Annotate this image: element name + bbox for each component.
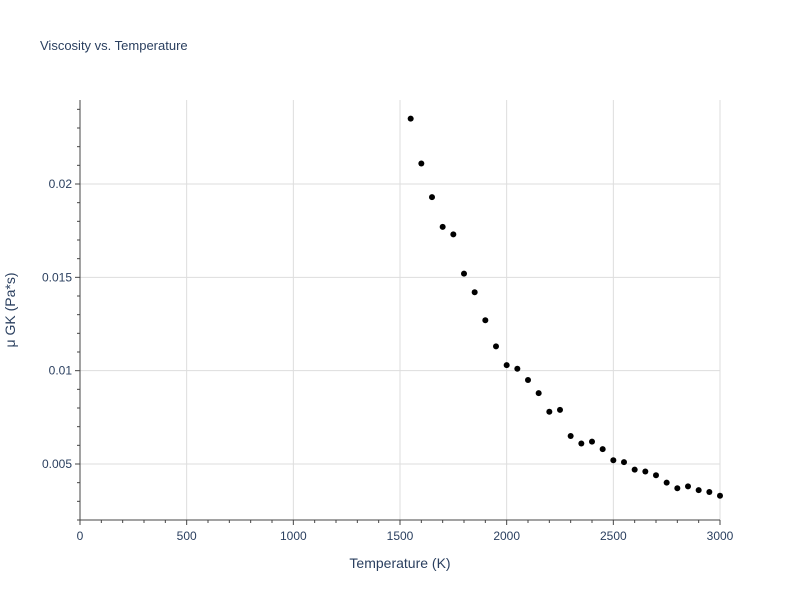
data-point [439, 223, 446, 230]
data-point [589, 438, 595, 445]
y-tick-label: 0.015 [42, 270, 72, 284]
data-point [557, 406, 563, 413]
x-tick-label: 1500 [387, 529, 414, 543]
data-point [685, 483, 691, 490]
x-tick-label: 3000 [707, 529, 734, 543]
data-point [695, 487, 702, 494]
chart-title: Viscosity vs. Temperature [40, 38, 188, 53]
data-point [610, 457, 617, 464]
y-tick-label: 0.005 [42, 457, 72, 471]
data-point [461, 270, 467, 277]
data-point [653, 472, 659, 479]
x-tick-label: 500 [177, 529, 197, 543]
axes: 0 500 1000 1500 2000 2500 3000 0.005 0.01 0.015 0.… [42, 100, 734, 543]
data-point [525, 377, 531, 383]
data-point [663, 479, 670, 486]
data-point [546, 408, 553, 415]
grid [80, 100, 721, 520]
data-point [567, 433, 574, 439]
data-point [535, 390, 542, 397]
data-point [493, 343, 499, 350]
data-point [706, 489, 713, 495]
data-point [642, 468, 649, 475]
data-point [407, 115, 414, 122]
data-point [482, 317, 489, 324]
data-point [471, 289, 478, 296]
data-point [621, 459, 627, 466]
data-point [717, 492, 723, 499]
x-tick-label: 1000 [280, 529, 307, 543]
data-point [514, 365, 521, 372]
y-tick-label: 0.02 [49, 177, 73, 191]
data-point [450, 231, 457, 238]
x-tick-label: 2500 [600, 529, 627, 543]
data-point [599, 446, 606, 453]
data-point [674, 485, 681, 492]
data-point [578, 440, 585, 447]
data-point [429, 194, 435, 201]
x-tick-label: 0 [77, 529, 84, 543]
y-tick-label: 0.01 [49, 364, 73, 378]
data-points [407, 115, 723, 499]
x-tick-label: 2000 [493, 529, 520, 543]
data-point [631, 466, 638, 473]
y-axis-label: μ GK (Pa*s) [2, 273, 18, 348]
data-point [418, 160, 425, 167]
data-point [503, 362, 510, 369]
x-axis-label: Temperature (K) [349, 555, 450, 571]
